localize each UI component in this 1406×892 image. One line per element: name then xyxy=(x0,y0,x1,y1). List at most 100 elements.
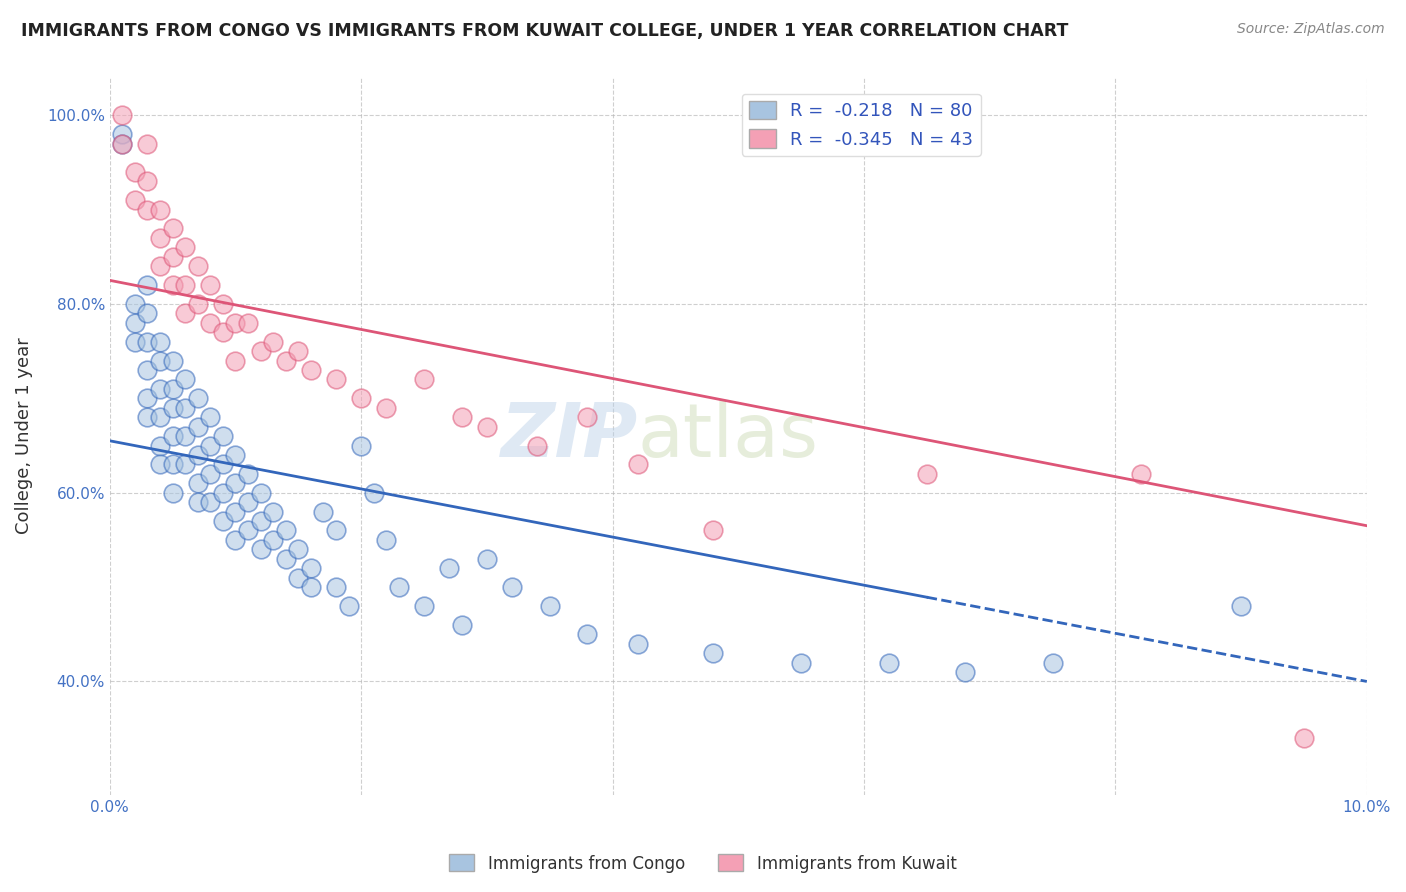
Point xyxy=(350,438,373,452)
Point xyxy=(224,353,246,368)
Point xyxy=(299,363,322,377)
Point xyxy=(149,458,172,472)
Point xyxy=(299,561,322,575)
Point xyxy=(200,278,222,293)
Point xyxy=(212,429,235,443)
Point xyxy=(212,297,235,311)
Point xyxy=(149,382,172,396)
Point xyxy=(576,410,599,425)
Y-axis label: College, Under 1 year: College, Under 1 year xyxy=(15,338,32,534)
Point xyxy=(224,476,246,491)
Point xyxy=(124,316,146,330)
Point xyxy=(337,599,360,613)
Point xyxy=(187,297,209,311)
Point xyxy=(136,334,159,349)
Point xyxy=(187,448,209,462)
Point xyxy=(187,392,209,406)
Point xyxy=(174,458,197,472)
Point xyxy=(174,429,197,443)
Point xyxy=(136,202,159,217)
Point xyxy=(149,438,172,452)
Legend: R =  -0.218   N = 80, R =  -0.345   N = 43: R = -0.218 N = 80, R = -0.345 N = 43 xyxy=(742,94,980,156)
Point xyxy=(136,306,159,320)
Point xyxy=(174,278,197,293)
Point xyxy=(136,174,159,188)
Point xyxy=(790,656,813,670)
Point xyxy=(162,250,184,264)
Point xyxy=(212,514,235,528)
Point xyxy=(187,259,209,273)
Point xyxy=(200,410,222,425)
Point xyxy=(124,297,146,311)
Point xyxy=(287,344,309,359)
Point xyxy=(877,656,900,670)
Point xyxy=(1292,731,1315,745)
Point xyxy=(702,646,724,660)
Point xyxy=(149,353,172,368)
Point xyxy=(475,551,498,566)
Point xyxy=(1230,599,1253,613)
Point xyxy=(249,514,271,528)
Point xyxy=(187,495,209,509)
Point xyxy=(212,485,235,500)
Point xyxy=(236,524,259,538)
Point xyxy=(325,372,347,386)
Point xyxy=(174,240,197,254)
Point xyxy=(224,533,246,547)
Point xyxy=(249,485,271,500)
Point xyxy=(136,363,159,377)
Point xyxy=(627,458,650,472)
Point xyxy=(236,495,259,509)
Point xyxy=(287,571,309,585)
Point xyxy=(236,467,259,481)
Text: Source: ZipAtlas.com: Source: ZipAtlas.com xyxy=(1237,22,1385,37)
Point xyxy=(262,334,284,349)
Point xyxy=(413,372,436,386)
Point xyxy=(212,325,235,339)
Point xyxy=(111,108,134,122)
Point xyxy=(149,334,172,349)
Point xyxy=(236,316,259,330)
Point xyxy=(187,419,209,434)
Point xyxy=(200,467,222,481)
Point xyxy=(149,410,172,425)
Point xyxy=(162,485,184,500)
Point xyxy=(501,580,523,594)
Point xyxy=(375,533,398,547)
Point xyxy=(413,599,436,613)
Point xyxy=(627,637,650,651)
Point xyxy=(174,401,197,415)
Point xyxy=(475,419,498,434)
Point xyxy=(136,392,159,406)
Point xyxy=(274,353,297,368)
Text: IMMIGRANTS FROM CONGO VS IMMIGRANTS FROM KUWAIT COLLEGE, UNDER 1 YEAR CORRELATIO: IMMIGRANTS FROM CONGO VS IMMIGRANTS FROM… xyxy=(21,22,1069,40)
Point xyxy=(200,438,222,452)
Point xyxy=(174,306,197,320)
Point xyxy=(299,580,322,594)
Point xyxy=(274,524,297,538)
Legend: Immigrants from Congo, Immigrants from Kuwait: Immigrants from Congo, Immigrants from K… xyxy=(443,847,963,880)
Point xyxy=(1042,656,1064,670)
Point xyxy=(162,458,184,472)
Point xyxy=(450,617,472,632)
Point xyxy=(262,505,284,519)
Point xyxy=(124,165,146,179)
Point xyxy=(388,580,411,594)
Text: atlas: atlas xyxy=(638,400,818,473)
Point xyxy=(287,542,309,557)
Point xyxy=(224,448,246,462)
Point xyxy=(274,551,297,566)
Point xyxy=(162,221,184,235)
Point xyxy=(136,136,159,151)
Point xyxy=(576,627,599,641)
Point xyxy=(187,476,209,491)
Point xyxy=(249,344,271,359)
Point xyxy=(363,485,385,500)
Point xyxy=(162,401,184,415)
Point xyxy=(136,410,159,425)
Point xyxy=(124,334,146,349)
Point xyxy=(224,316,246,330)
Point xyxy=(702,524,724,538)
Point xyxy=(111,127,134,141)
Point xyxy=(350,392,373,406)
